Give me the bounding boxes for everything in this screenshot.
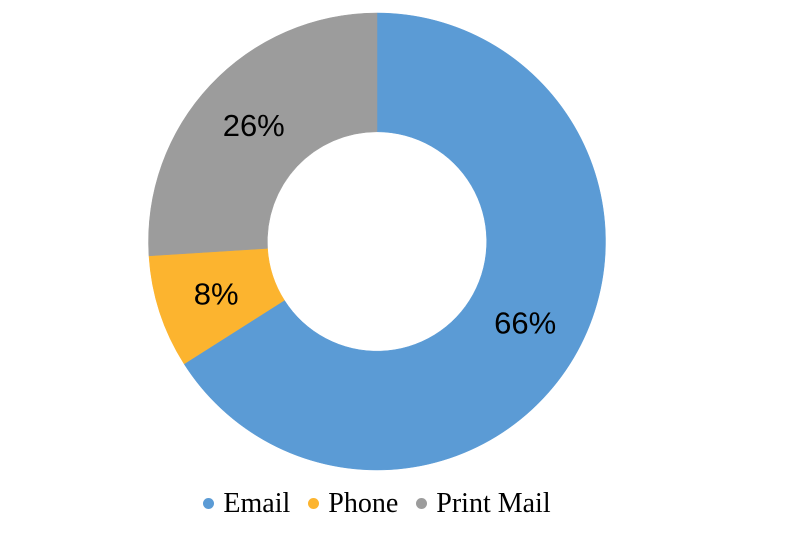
legend-item-email: Email [203,487,290,521]
slice-label-print-mail: 26% [223,108,285,143]
legend-marker-phone-icon [308,498,320,510]
slice-email [183,12,606,471]
chart-legend: Email Phone Print Mail [0,487,754,521]
legend-item-print-mail: Print Mail [416,487,551,521]
legend-marker-email-icon [203,498,215,510]
legend-item-phone: Phone [308,487,398,521]
slice-print-mail [148,12,378,257]
slice-label-email: 66% [494,305,556,340]
legend-marker-print-mail-icon [416,498,428,510]
legend-label-phone: Phone [328,488,399,519]
slice-label-phone: 8% [194,276,239,311]
legend-label-print-mail: Print Mail [436,488,551,519]
legend-label-email: Email [223,488,291,519]
